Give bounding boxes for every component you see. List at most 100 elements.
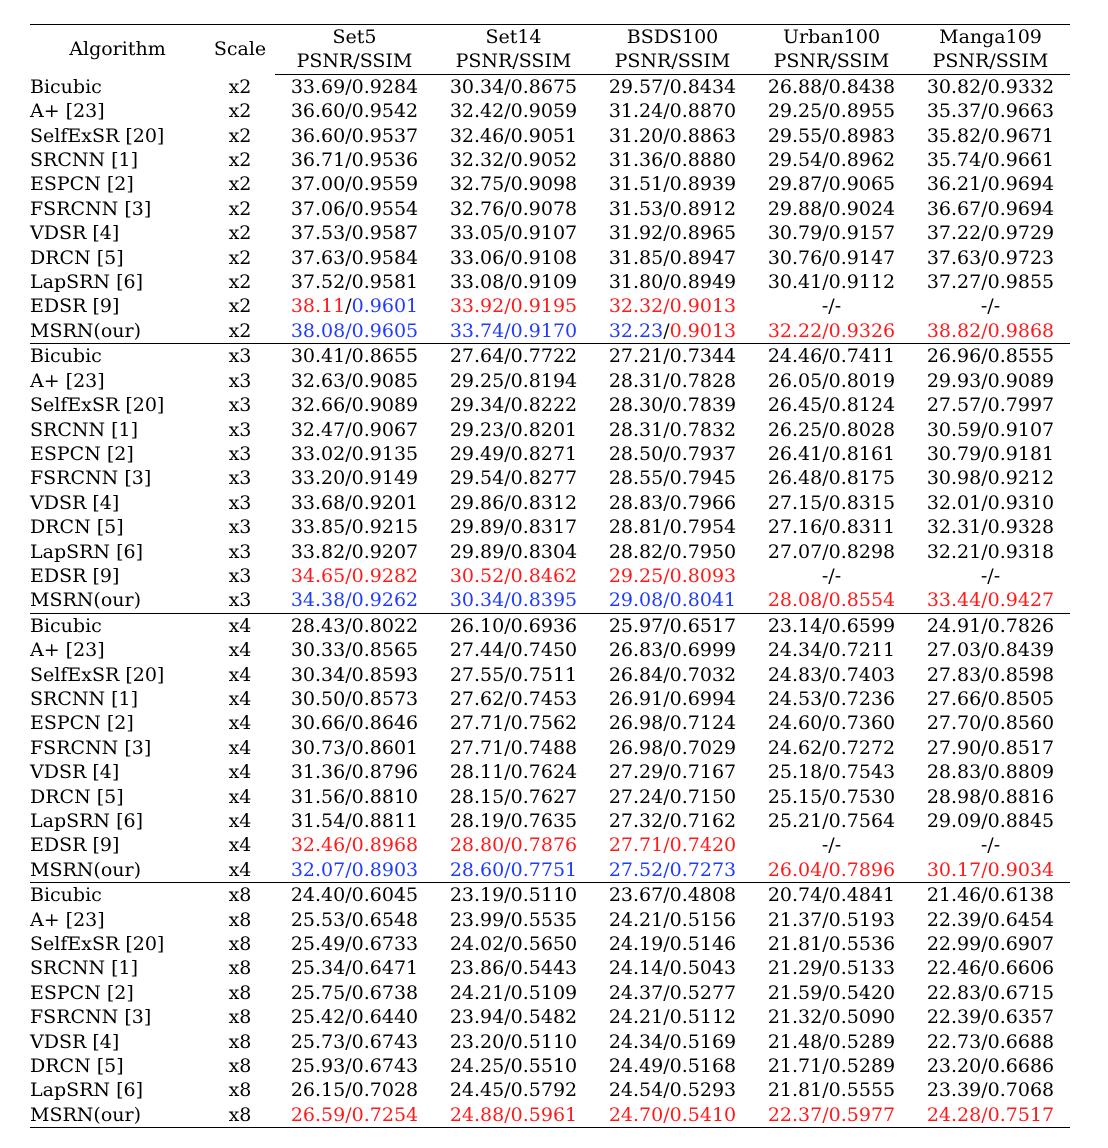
ssim-value: 0.8277 bbox=[510, 467, 578, 490]
separator: / bbox=[345, 761, 352, 784]
algorithm-cell: MSRN(our) bbox=[30, 1102, 205, 1129]
results-table-container: Algorithm Scale Set5 Set14 BSDS100 Urban… bbox=[30, 24, 1070, 1129]
separator: / bbox=[663, 246, 670, 269]
separator: / bbox=[504, 687, 511, 710]
metric-cell: 32.21/0.9318 bbox=[911, 540, 1070, 564]
separator: / bbox=[345, 100, 352, 123]
psnr-value: 30.82 bbox=[926, 75, 982, 98]
separator: / bbox=[822, 540, 829, 563]
psnr-value: 26.88 bbox=[767, 75, 823, 98]
separator: / bbox=[345, 516, 352, 539]
metric-cell: 30.79/0.9181 bbox=[911, 442, 1070, 466]
algorithm-cell: DRCN [5] bbox=[30, 246, 124, 269]
psnr-value: 37.22 bbox=[926, 222, 982, 245]
separator: / bbox=[822, 981, 829, 1004]
metric-cell: 28.31/0.7828 bbox=[593, 369, 752, 393]
algorithm-cell: SelfExSR [20] bbox=[30, 933, 165, 956]
psnr-value: 25.97 bbox=[608, 614, 664, 637]
metric-cell: 31.56/0.8810 bbox=[275, 785, 434, 809]
metric-cell: 29.54/0.8277 bbox=[434, 466, 593, 490]
separator: / bbox=[345, 173, 352, 196]
metric-cell: 37.53/0.9587 bbox=[275, 221, 434, 245]
separator: / bbox=[504, 858, 511, 881]
ssim-value: 0.7997 bbox=[987, 394, 1055, 417]
ssim-value: 0.9671 bbox=[987, 124, 1055, 147]
psnr-value: 33.20 bbox=[290, 467, 346, 490]
metric-cell: 26.05/0.8019 bbox=[752, 369, 911, 393]
metric-cell: 26.04/0.7896 bbox=[752, 858, 911, 883]
psnr-value: 29.89 bbox=[449, 540, 505, 563]
ssim-value: 0.8949 bbox=[669, 271, 737, 294]
ssim-value: 0.9157 bbox=[828, 222, 896, 245]
metric-cell: 28.19/0.7635 bbox=[434, 809, 593, 833]
psnr-value: 24.21 bbox=[608, 908, 664, 931]
ssim-value: 0.9584 bbox=[351, 246, 419, 269]
metric-cell: 38.82/0.9868 bbox=[911, 319, 1070, 344]
metric-cell: 35.37/0.9663 bbox=[911, 99, 1070, 123]
psnr-value: 27.52 bbox=[608, 858, 664, 881]
separator: / bbox=[345, 271, 352, 294]
table-row: FSRCNN [3] x3 33.20/0.9149 29.54/0.8277 28.5… bbox=[30, 466, 1070, 490]
separator: / bbox=[504, 1079, 511, 1102]
psnr-value: 22.46 bbox=[926, 957, 982, 980]
metric-cell: 37.00/0.9559 bbox=[275, 172, 434, 196]
psnr-value: 29.54 bbox=[767, 149, 823, 172]
psnr-value: 30.34 bbox=[449, 589, 505, 612]
psnr-value: 31.54 bbox=[290, 810, 346, 832]
metric-cell: 24.34/0.5169 bbox=[593, 1030, 752, 1054]
psnr-value: 32.32 bbox=[449, 149, 505, 172]
scale-cell: x3 bbox=[228, 540, 252, 563]
algorithm-cell: DRCN [5] bbox=[30, 785, 124, 808]
algorithm-cell: VDSR [4] bbox=[30, 222, 120, 245]
metric-cell: 36.71/0.9536 bbox=[275, 148, 434, 172]
ssim-value: 0.8517 bbox=[987, 736, 1055, 759]
psnr-value: 29.09 bbox=[926, 810, 982, 832]
separator: / bbox=[822, 173, 829, 196]
separator: / bbox=[987, 295, 994, 318]
metric-cell: 28.82/0.7950 bbox=[593, 540, 752, 564]
psnr-value: - bbox=[980, 295, 988, 318]
separator: / bbox=[981, 394, 988, 417]
metric-cell: 30.17/0.9034 bbox=[911, 858, 1070, 883]
psnr-value: 25.73 bbox=[290, 1030, 346, 1053]
separator: / bbox=[822, 467, 829, 490]
metric-cell: 27.03/0.8439 bbox=[911, 638, 1070, 662]
separator: / bbox=[663, 100, 670, 123]
ssim-value: 0.9723 bbox=[987, 246, 1055, 269]
separator: / bbox=[981, 712, 988, 735]
separator: / bbox=[345, 491, 352, 514]
metric-cell: 25.18/0.7543 bbox=[752, 760, 911, 784]
metric-cell: 24.60/0.7360 bbox=[752, 711, 911, 735]
scale-group-x2: Bicubic x2 33.69/0.9284 30.34/0.8675 29.57/0… bbox=[30, 74, 1070, 343]
separator: / bbox=[345, 222, 352, 245]
psnr-value: 33.82 bbox=[290, 540, 346, 563]
separator: / bbox=[345, 589, 352, 612]
metric-cell: 24.88/0.5961 bbox=[434, 1102, 593, 1129]
ssim-value: 0.9318 bbox=[987, 540, 1055, 563]
metric-cell: 27.64/0.7722 bbox=[434, 343, 593, 369]
metric-cell: 23.20/0.6686 bbox=[911, 1054, 1070, 1078]
metric-cell: 27.71/0.7420 bbox=[593, 833, 752, 857]
psnr-value: 27.21 bbox=[608, 345, 664, 368]
psnr-value: 22.39 bbox=[926, 1006, 982, 1029]
ssim-value: 0.5289 bbox=[828, 1030, 896, 1053]
separator: / bbox=[504, 369, 511, 392]
separator: / bbox=[981, 1006, 988, 1029]
psnr-value: 26.59 bbox=[290, 1103, 346, 1126]
psnr-value: 32.31 bbox=[926, 516, 982, 539]
ssim-value: 0.9427 bbox=[987, 589, 1055, 612]
table-row: A+ [23] x8 25.53/0.6548 23.99/0.5535 24.21/0… bbox=[30, 908, 1070, 932]
psnr-value: 32.01 bbox=[926, 491, 982, 514]
metric-cell: 37.52/0.9581 bbox=[275, 270, 434, 294]
algorithm-cell: Bicubic bbox=[30, 882, 205, 908]
ssim-value: 0.6743 bbox=[351, 1055, 419, 1078]
psnr-value: 36.21 bbox=[926, 173, 982, 196]
algorithm-cell: A+ [23] bbox=[30, 639, 105, 662]
psnr-value: 37.63 bbox=[290, 246, 346, 269]
psnr-value: 38.82 bbox=[926, 319, 982, 342]
psnr-value: 25.34 bbox=[290, 957, 346, 980]
table-row: ESPCN [2] x3 33.02/0.9135 29.49/0.8271 28.50… bbox=[30, 442, 1070, 466]
metric-cell: 22.83/0.6715 bbox=[911, 981, 1070, 1005]
separator: / bbox=[345, 1030, 352, 1053]
ssim-value: 0.9013 bbox=[669, 319, 737, 342]
